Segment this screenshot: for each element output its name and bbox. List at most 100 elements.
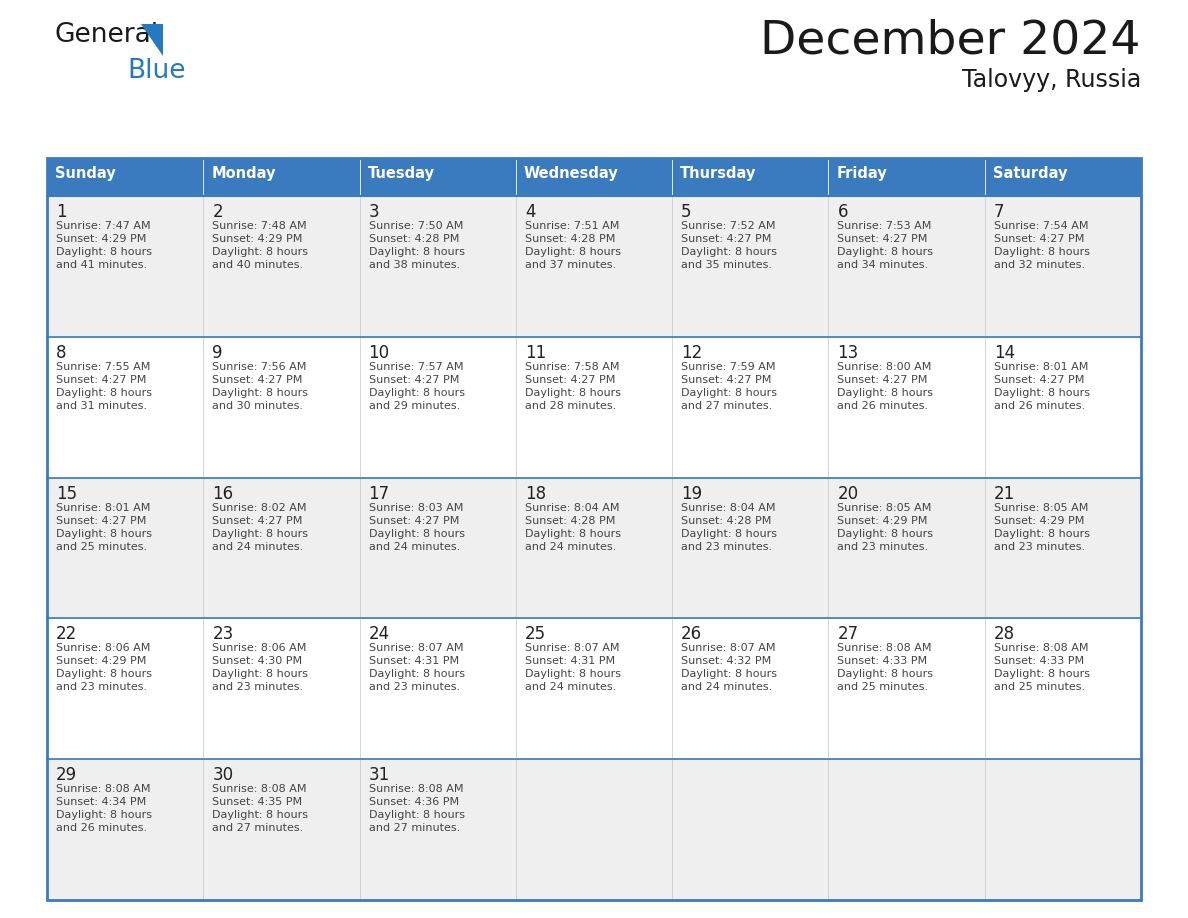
Bar (48, 196, 203, 337)
Text: 21: 21 (993, 485, 1015, 502)
Bar (828, 759, 985, 900)
Text: 17: 17 (368, 485, 390, 502)
Text: Sunset: 4:27 PM: Sunset: 4:27 PM (838, 375, 928, 385)
Text: Daylight: 8 hours: Daylight: 8 hours (213, 811, 308, 820)
Text: Sunrise: 8:01 AM: Sunrise: 8:01 AM (993, 362, 1088, 372)
Text: Sunrise: 8:08 AM: Sunrise: 8:08 AM (368, 784, 463, 794)
Text: Sunrise: 8:07 AM: Sunrise: 8:07 AM (681, 644, 776, 654)
Text: 23: 23 (213, 625, 234, 644)
Text: and 38 minutes.: and 38 minutes. (368, 260, 460, 270)
Bar (48, 759, 203, 900)
Text: Daylight: 8 hours: Daylight: 8 hours (368, 811, 465, 820)
Bar (360, 759, 516, 900)
Text: Daylight: 8 hours: Daylight: 8 hours (681, 387, 777, 397)
Text: Sunrise: 8:08 AM: Sunrise: 8:08 AM (838, 644, 931, 654)
Text: and 23 minutes.: and 23 minutes. (56, 682, 147, 692)
Bar (985, 619, 1140, 759)
Text: Sunrise: 8:05 AM: Sunrise: 8:05 AM (838, 502, 931, 512)
Bar (828, 337, 985, 477)
Bar (48, 158, 203, 196)
Text: and 27 minutes.: and 27 minutes. (681, 401, 772, 410)
Text: Sunset: 4:31 PM: Sunset: 4:31 PM (525, 656, 615, 666)
Text: Sunrise: 8:08 AM: Sunrise: 8:08 AM (56, 784, 151, 794)
Text: and 24 minutes.: and 24 minutes. (525, 542, 617, 552)
Text: and 23 minutes.: and 23 minutes. (681, 542, 772, 552)
Text: Sunset: 4:35 PM: Sunset: 4:35 PM (213, 797, 303, 807)
Text: Sunset: 4:27 PM: Sunset: 4:27 PM (993, 375, 1085, 385)
Text: Monday: Monday (211, 166, 276, 181)
Bar (516, 158, 672, 196)
Text: Daylight: 8 hours: Daylight: 8 hours (56, 247, 152, 257)
Text: 25: 25 (525, 625, 546, 644)
Text: Blue: Blue (127, 58, 185, 84)
Text: Daylight: 8 hours: Daylight: 8 hours (838, 387, 934, 397)
Text: 12: 12 (681, 344, 702, 362)
Text: Sunset: 4:27 PM: Sunset: 4:27 PM (56, 516, 146, 526)
Text: Sunset: 4:27 PM: Sunset: 4:27 PM (681, 234, 771, 244)
Bar (672, 158, 828, 196)
Bar (360, 337, 516, 477)
Bar (828, 477, 985, 619)
Text: Daylight: 8 hours: Daylight: 8 hours (368, 247, 465, 257)
Text: Daylight: 8 hours: Daylight: 8 hours (681, 247, 777, 257)
Text: and 26 minutes.: and 26 minutes. (993, 401, 1085, 410)
Text: and 29 minutes.: and 29 minutes. (368, 401, 460, 410)
Bar (516, 477, 672, 619)
Text: 26: 26 (681, 625, 702, 644)
Text: 27: 27 (838, 625, 859, 644)
Text: Sunset: 4:28 PM: Sunset: 4:28 PM (368, 234, 459, 244)
Text: and 30 minutes.: and 30 minutes. (213, 401, 303, 410)
Text: Sunset: 4:29 PM: Sunset: 4:29 PM (993, 516, 1085, 526)
Text: Sunrise: 7:58 AM: Sunrise: 7:58 AM (525, 362, 619, 372)
Text: and 26 minutes.: and 26 minutes. (56, 823, 147, 834)
Text: 9: 9 (213, 344, 223, 362)
Text: Sunset: 4:36 PM: Sunset: 4:36 PM (368, 797, 459, 807)
Text: Sunset: 4:28 PM: Sunset: 4:28 PM (525, 234, 615, 244)
Text: 6: 6 (838, 203, 848, 221)
Text: and 23 minutes.: and 23 minutes. (368, 682, 460, 692)
Text: December 2024: December 2024 (760, 18, 1140, 63)
Text: and 31 minutes.: and 31 minutes. (56, 401, 147, 410)
Text: Sunrise: 8:06 AM: Sunrise: 8:06 AM (213, 644, 307, 654)
Text: General: General (55, 22, 159, 48)
Text: 14: 14 (993, 344, 1015, 362)
Text: 20: 20 (838, 485, 859, 502)
Text: Daylight: 8 hours: Daylight: 8 hours (368, 529, 465, 539)
Text: 16: 16 (213, 485, 233, 502)
Text: Daylight: 8 hours: Daylight: 8 hours (993, 247, 1089, 257)
Text: Sunset: 4:29 PM: Sunset: 4:29 PM (56, 234, 146, 244)
Bar (672, 619, 828, 759)
Text: and 40 minutes.: and 40 minutes. (213, 260, 303, 270)
Text: Sunset: 4:27 PM: Sunset: 4:27 PM (525, 375, 615, 385)
Text: 19: 19 (681, 485, 702, 502)
Bar (203, 158, 360, 196)
Text: 18: 18 (525, 485, 546, 502)
Text: Sunrise: 8:01 AM: Sunrise: 8:01 AM (56, 502, 151, 512)
Bar (516, 759, 672, 900)
Bar (985, 477, 1140, 619)
Bar (828, 158, 985, 196)
Text: Sunset: 4:33 PM: Sunset: 4:33 PM (993, 656, 1083, 666)
Text: and 27 minutes.: and 27 minutes. (368, 823, 460, 834)
Bar (672, 337, 828, 477)
Bar (360, 158, 516, 196)
Text: Daylight: 8 hours: Daylight: 8 hours (368, 669, 465, 679)
Text: Sunset: 4:27 PM: Sunset: 4:27 PM (993, 234, 1085, 244)
Text: 11: 11 (525, 344, 546, 362)
Text: Daylight: 8 hours: Daylight: 8 hours (525, 247, 621, 257)
Bar (48, 337, 203, 477)
Text: and 25 minutes.: and 25 minutes. (993, 682, 1085, 692)
Polygon shape (141, 24, 163, 56)
Text: 8: 8 (56, 344, 67, 362)
Text: and 25 minutes.: and 25 minutes. (56, 542, 147, 552)
Text: Sunset: 4:28 PM: Sunset: 4:28 PM (681, 516, 771, 526)
Text: 7: 7 (993, 203, 1004, 221)
Text: 28: 28 (993, 625, 1015, 644)
Text: Daylight: 8 hours: Daylight: 8 hours (681, 529, 777, 539)
Text: Daylight: 8 hours: Daylight: 8 hours (213, 387, 308, 397)
Text: Sunrise: 8:04 AM: Sunrise: 8:04 AM (525, 502, 619, 512)
Text: Sunset: 4:33 PM: Sunset: 4:33 PM (838, 656, 928, 666)
Bar (360, 477, 516, 619)
Bar (672, 196, 828, 337)
Text: Daylight: 8 hours: Daylight: 8 hours (838, 669, 934, 679)
